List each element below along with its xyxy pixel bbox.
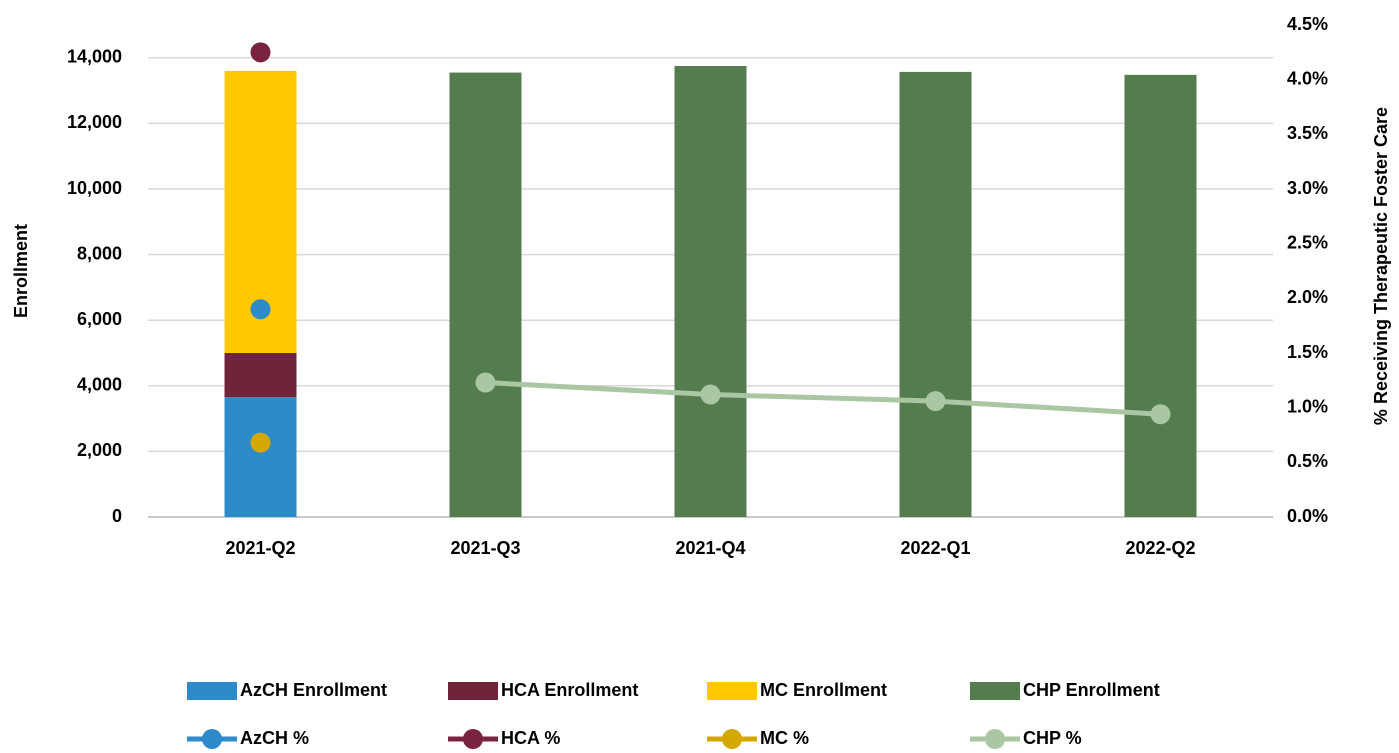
- y2-tick-label: 0.0%: [1287, 506, 1328, 526]
- y-tick-label: 12,000: [67, 112, 122, 132]
- legend-label: HCA Enrollment: [501, 680, 638, 700]
- x-tick-label: 2021-Q2: [225, 538, 295, 558]
- bar-segment: [224, 397, 297, 517]
- y2-tick-label: 1.5%: [1287, 342, 1328, 362]
- x-tick-label: 2021-Q4: [675, 538, 745, 558]
- bar-segment: [224, 353, 297, 398]
- y-tick-label: 10,000: [67, 178, 122, 198]
- legend-marker: [985, 729, 1005, 749]
- legend-label: CHP Enrollment: [1023, 680, 1160, 700]
- y-tick-label: 8,000: [77, 243, 122, 263]
- y2-tick-label: 3.5%: [1287, 123, 1328, 143]
- x-tick-label: 2022-Q2: [1125, 538, 1195, 558]
- x-tick-label: 2021-Q3: [450, 538, 520, 558]
- y-axis-title: Enrollment: [11, 224, 31, 318]
- line-marker: [925, 391, 946, 412]
- y2-tick-label: 4.5%: [1287, 14, 1328, 34]
- y-tick-label: 2,000: [77, 440, 122, 460]
- y2-tick-label: 2.5%: [1287, 232, 1328, 252]
- legend-label: HCA %: [501, 728, 560, 748]
- legend-label: AzCH Enrollment: [240, 680, 387, 700]
- line-marker: [250, 299, 271, 320]
- y-tick-label: 4,000: [77, 375, 122, 395]
- y2-tick-label: 3.0%: [1287, 178, 1328, 198]
- y-tick-label: 0: [112, 506, 122, 526]
- legend-label: CHP %: [1023, 728, 1082, 748]
- line-marker: [1150, 404, 1171, 425]
- legend-marker: [722, 729, 742, 749]
- y-tick-label: 14,000: [67, 47, 122, 67]
- y2-tick-label: 1.0%: [1287, 396, 1328, 416]
- x-tick-label: 2022-Q1: [900, 538, 970, 558]
- y2-tick-label: 0.5%: [1287, 451, 1328, 471]
- legend-swatch: [448, 682, 498, 700]
- legend-marker: [463, 729, 483, 749]
- line-marker: [475, 372, 496, 393]
- line-marker: [250, 42, 271, 63]
- legend-label: AzCH %: [240, 728, 309, 748]
- y-tick-label: 6,000: [77, 309, 122, 329]
- y2-tick-label: 4.0%: [1287, 68, 1328, 88]
- legend-marker: [202, 729, 222, 749]
- legend-swatch: [707, 682, 757, 700]
- legend-swatch: [970, 682, 1020, 700]
- y2-axis-title: % Receiving Therapeutic Foster Care: [1371, 107, 1391, 425]
- legend-swatch: [187, 682, 237, 700]
- bar-segment: [899, 71, 972, 518]
- line: [485, 380, 1161, 417]
- line-marker: [250, 432, 271, 453]
- bar-segment: [674, 66, 747, 517]
- legend-label: MC %: [760, 728, 809, 748]
- bar-segment: [449, 72, 522, 517]
- line-marker: [700, 384, 721, 405]
- legend-label: MC Enrollment: [760, 680, 887, 700]
- bar-segment: [1124, 74, 1197, 517]
- y2-tick-label: 2.0%: [1287, 287, 1328, 307]
